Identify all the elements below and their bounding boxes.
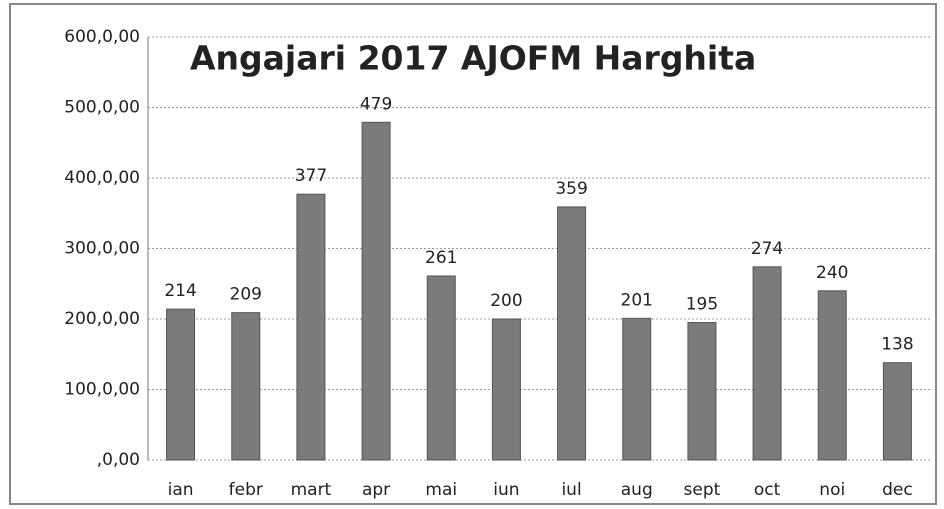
- x-tick-label: apr: [362, 480, 390, 500]
- bar: [557, 206, 587, 461]
- y-tick-label: ,0,00: [97, 450, 140, 470]
- value-label: 240: [816, 263, 848, 283]
- value-label: 359: [555, 179, 587, 199]
- y-tick-label: 200,0,00: [64, 309, 140, 329]
- value-label: 195: [686, 295, 718, 315]
- x-tick-label: oct: [754, 480, 781, 500]
- x-tick-label: ian: [168, 480, 194, 500]
- bar: [231, 312, 261, 461]
- bar: [817, 290, 847, 461]
- y-tick-label: 300,0,00: [64, 239, 140, 259]
- bar: [296, 193, 326, 461]
- value-label: 209: [230, 285, 262, 305]
- bar: [491, 318, 521, 461]
- y-tick-label: 500,0,00: [64, 98, 140, 118]
- x-tick-label: sept: [684, 480, 721, 500]
- bar: [166, 308, 196, 461]
- bar: [361, 121, 391, 461]
- x-tick-label: febr: [229, 480, 263, 500]
- value-label: 201: [621, 290, 653, 310]
- chart-title: Angajari 2017 AJOFM Harghita: [190, 39, 756, 78]
- chart-frame: [9, 3, 937, 505]
- bar: [622, 317, 652, 461]
- x-tick-label: mai: [425, 480, 457, 500]
- value-label: 200: [490, 291, 522, 311]
- value-label: 261: [425, 248, 457, 268]
- x-tick-label: mart: [291, 480, 332, 500]
- y-tick-label: 600,0,00: [64, 27, 140, 47]
- bar: [752, 266, 782, 461]
- x-tick-label: aug: [621, 480, 653, 500]
- x-tick-label: dec: [882, 480, 913, 500]
- value-label: 138: [881, 335, 913, 355]
- y-tick-label: 100,0,00: [64, 380, 140, 400]
- x-tick-label: iun: [493, 480, 519, 500]
- value-label: 214: [164, 281, 196, 301]
- y-tick-label: 400,0,00: [64, 168, 140, 188]
- bar: [687, 322, 717, 461]
- x-tick-label: iul: [561, 480, 581, 500]
- value-label: 274: [751, 239, 783, 259]
- value-label: 377: [295, 166, 327, 186]
- bar: [426, 275, 456, 461]
- bar: [882, 362, 912, 461]
- x-tick-label: noi: [819, 480, 845, 500]
- value-label: 479: [360, 94, 392, 114]
